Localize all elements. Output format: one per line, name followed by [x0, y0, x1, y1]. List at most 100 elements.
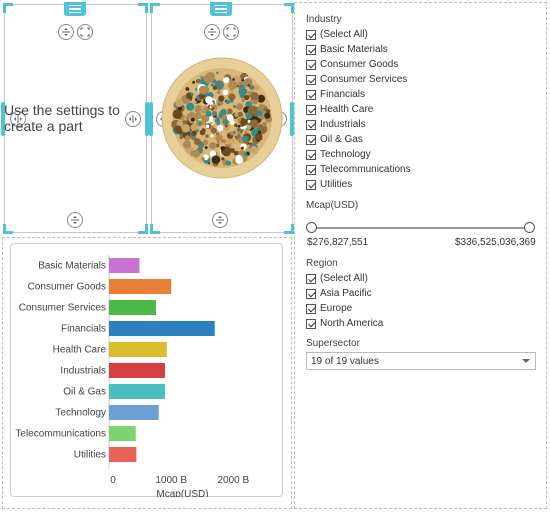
bubble: [241, 98, 245, 102]
industry-checkbox-label: Health Care: [320, 104, 374, 115]
bubble: [221, 157, 225, 161]
checkbox[interactable]: [306, 318, 316, 329]
bubble: [195, 111, 201, 117]
checkbox[interactable]: [306, 44, 316, 55]
bubble: [226, 108, 233, 115]
industry-checkbox-row[interactable]: Consumer Goods: [306, 58, 398, 71]
checkbox[interactable]: [306, 164, 316, 175]
bubble: [246, 151, 250, 155]
bubble: [235, 156, 244, 164]
expand-icon[interactable]: [77, 24, 93, 40]
drag-handle-icon[interactable]: [64, 2, 86, 16]
expand-icon[interactable]: [223, 24, 239, 40]
checkbox[interactable]: [306, 29, 316, 40]
bubble: [195, 129, 199, 133]
industry-checkbox-label: Technology: [320, 149, 371, 160]
region-checkbox-row[interactable]: Europe: [306, 302, 352, 315]
checkbox[interactable]: [306, 273, 316, 284]
mcap-slider-track[interactable]: [311, 227, 530, 229]
bubble: [225, 99, 230, 105]
region-filter-title: Region: [306, 258, 338, 269]
checkbox[interactable]: [306, 179, 316, 190]
bubble: [217, 103, 221, 107]
industry-checkbox-row[interactable]: Consumer Services: [306, 73, 407, 86]
bubble: [238, 84, 245, 91]
checkbox[interactable]: [306, 119, 316, 130]
bubble-pack-visualization[interactable]: [160, 56, 284, 180]
industry-checkbox-row[interactable]: Technology: [306, 148, 371, 161]
bar-chart[interactable]: Basic Materials Consumer Goods Consumer Se…: [10, 243, 283, 497]
resize-handle-right[interactable]: [145, 102, 149, 136]
industry-checkbox-row[interactable]: Industrials: [306, 118, 366, 131]
industry-checkbox-row[interactable]: Telecommunications: [306, 163, 411, 176]
industry-checkbox-row[interactable]: (Select All): [306, 28, 368, 41]
region-checkbox-row[interactable]: North America: [306, 317, 383, 330]
y-tick-label: Consumer Goods: [28, 282, 106, 293]
bubble: [210, 134, 214, 138]
industry-checkbox-label: Consumer Goods: [320, 59, 399, 70]
mcap-slider-max-handle[interactable]: [524, 222, 535, 233]
mcap-slider-min-handle[interactable]: [306, 222, 317, 233]
checkbox[interactable]: [306, 104, 316, 115]
bubble: [243, 77, 253, 87]
split-vertical-icon[interactable]: [212, 212, 228, 228]
industry-checkbox-label: Utilities: [320, 179, 353, 190]
bubble: [193, 138, 201, 146]
bubble: [204, 117, 210, 122]
bubble: [225, 143, 229, 148]
resize-handle-right[interactable]: [290, 102, 294, 136]
bubble: [204, 146, 208, 150]
industry-checkbox-row[interactable]: Oil & Gas: [306, 133, 363, 146]
bar-chart-card[interactable]: [10, 243, 283, 497]
bar: [109, 384, 165, 399]
checkbox[interactable]: [306, 74, 316, 85]
checkbox[interactable]: [306, 288, 316, 299]
industry-filter-title: Industry: [306, 14, 342, 25]
split-vertical-icon[interactable]: [67, 212, 83, 228]
y-tick-label: Technology: [55, 408, 106, 419]
region-checkbox-row[interactable]: Asia Pacific: [306, 287, 372, 300]
bubble: [215, 116, 220, 121]
resize-handle-left[interactable]: [1, 102, 5, 136]
drag-handle-icon[interactable]: [210, 2, 232, 16]
bubble: [207, 161, 211, 165]
bubble: [255, 132, 263, 141]
region-checkbox-label: Europe: [320, 303, 353, 314]
bubble: [193, 100, 197, 104]
split-vertical-icon[interactable]: [58, 24, 74, 40]
y-tick-label: Utilities: [74, 450, 106, 461]
bubble: [247, 105, 258, 116]
bubble: [195, 118, 198, 122]
bar: [109, 447, 137, 462]
checkbox[interactable]: [306, 149, 316, 160]
y-tick-label: Industrials: [60, 366, 106, 377]
split-horizontal-icon[interactable]: [10, 111, 26, 127]
industry-checkbox-row[interactable]: Basic Materials: [306, 43, 388, 56]
checkbox[interactable]: [306, 303, 316, 314]
y-tick-label: Consumer Services: [19, 303, 106, 314]
checkbox[interactable]: [306, 59, 316, 70]
industry-checkbox-row[interactable]: Utilities: [306, 178, 352, 191]
resize-handle-left[interactable]: [149, 102, 153, 136]
bubble: [175, 99, 184, 107]
checkbox[interactable]: [306, 89, 316, 100]
region-checkbox-row[interactable]: (Select All): [306, 272, 368, 285]
bubble: [179, 135, 184, 140]
industry-checkbox-row[interactable]: Financials: [306, 88, 365, 101]
bubble: [216, 124, 224, 132]
split-horizontal-icon[interactable]: [125, 111, 141, 127]
bubble: [212, 85, 218, 90]
selection-corner: [3, 3, 13, 13]
bubble: [184, 135, 191, 141]
supersector-select[interactable]: 19 of 19 values: [306, 352, 536, 370]
split-vertical-icon[interactable]: [204, 24, 220, 40]
industry-checkbox-label: (Select All): [320, 29, 368, 40]
bubble: [249, 84, 255, 91]
region-checkbox-label: Asia Pacific: [320, 288, 372, 299]
industry-checkbox-row[interactable]: Health Care: [306, 103, 373, 116]
bubble: [202, 139, 209, 146]
bubble: [199, 129, 206, 136]
bubble: [215, 143, 220, 148]
bubble: [222, 118, 229, 126]
checkbox[interactable]: [306, 134, 316, 145]
